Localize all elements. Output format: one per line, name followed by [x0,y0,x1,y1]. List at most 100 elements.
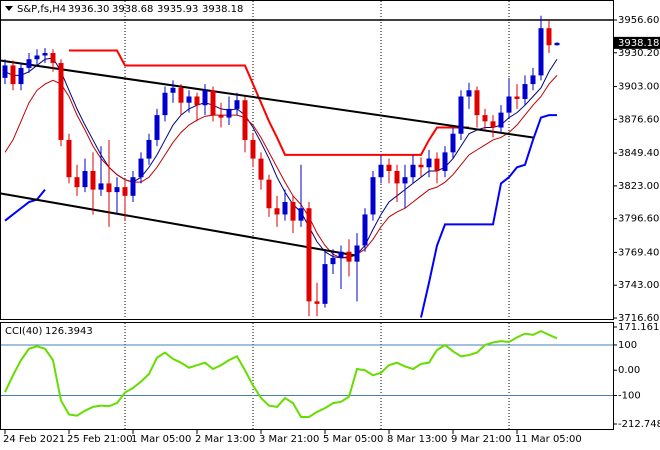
candle-body [418,164,424,168]
cci-title: CCI(40) [5,326,43,337]
candle-body [66,139,72,178]
candle-body [434,158,440,171]
menu-arrow [5,6,13,11]
candle-body [306,208,312,302]
candle-body [58,62,64,140]
candle-body [442,152,448,171]
candle-body [114,187,120,193]
candle-body [50,53,56,63]
symbol: S&P,fs,H4 [17,4,66,15]
candle-body [314,301,320,304]
price-marker [613,36,660,49]
candle-body [514,96,520,99]
y-tick-label: 3956.60 [618,15,659,26]
candle-body [354,245,360,262]
candle-body [98,183,104,190]
candle-body [274,208,280,215]
candle-body [386,164,392,171]
candle-body [530,75,536,85]
candle-body [162,92,168,116]
candle-body [178,87,184,103]
y-tick-label: 3823.00 [618,181,659,192]
candle-body [10,65,16,85]
candle-body [378,164,384,178]
candle-body [42,53,48,56]
candle-body [522,84,528,99]
candle-body [394,170,400,184]
indicator-line [420,114,557,318]
y-tick-label: 3743.00 [618,280,659,291]
y-tick-label: 3716.60 [618,313,659,324]
candle-body [538,28,544,76]
candle-body [138,158,144,178]
candle-body [146,139,152,159]
candle-body [322,264,328,304]
low-label: 3935.93 [157,4,198,15]
x-tick-label: 2 Mar 13:00 [195,434,255,445]
x-tick-label: 1 Mar 05:00 [131,434,191,445]
indicator-line [4,57,558,259]
candle-body [234,100,240,109]
candle-body [490,121,496,128]
candle-body [410,164,416,178]
x-tick-label: 8 Mar 13:00 [387,434,447,445]
x-tick-label: 5 Mar 05:00 [323,434,383,445]
candle-body [194,96,200,106]
indicator-line [69,49,469,156]
y-tick-label: 3876.60 [618,114,659,125]
candle-body [210,90,216,116]
candle-body [202,90,208,106]
candle-body [74,177,80,188]
candle-body [290,202,296,221]
candle-body [546,28,552,46]
candle-body [122,187,128,196]
candle-body [346,251,352,262]
candle-body [426,158,432,168]
cci-frame [0,322,614,430]
indicator-line [4,188,46,222]
cci-value: 126.3943 [45,326,93,337]
y-tick-label: 3930.20 [618,48,659,59]
candle-body [506,96,512,113]
candle-body [266,179,272,209]
candle-body [106,183,112,193]
indicator-line [4,75,558,259]
x-tick-label: 11 Mar 05:00 [515,434,582,445]
x-tick-label: 24 Feb 2021 [3,434,65,445]
candle-body [250,139,256,159]
candle-body [242,100,248,140]
candle-body [2,65,8,78]
candle-body [170,87,176,93]
main-frame [0,0,614,320]
x-tick-label: 3 Mar 21:00 [259,434,319,445]
candle-body [362,214,368,246]
x-tick-label: 25 Feb 21:00 [67,434,133,445]
cci-tick-label: 171.1612 [618,322,660,333]
cci-tick-label: 100 [618,340,637,351]
candle-body [130,177,136,196]
candle-body [226,108,232,118]
candle-body [474,90,480,116]
candle-body [82,170,88,188]
candle-body [18,67,24,85]
cci-line [4,329,558,418]
candle-body [370,177,376,215]
y-tick-label: 3849.40 [618,148,659,159]
candle-body [258,158,264,180]
high-label: 3938.68 [112,4,153,15]
candle-body [338,251,344,258]
candle-body [298,208,304,221]
close-label: 3938.18 [202,4,243,15]
y-tick-label: 3769.40 [618,247,659,258]
cci-tick-label: -100 [618,391,641,402]
candle-body [26,59,32,68]
y-tick-label: 3903.00 [618,82,659,93]
cci-tick-label: 0.00 [618,365,640,376]
cci-tick-label: -212.7487 [618,419,660,430]
candle-body [282,202,288,215]
candle-body [450,133,456,153]
price-marker-label: 3938.18 [618,38,659,49]
candle-body [458,96,464,134]
open-label: 3936.30 [68,4,109,15]
